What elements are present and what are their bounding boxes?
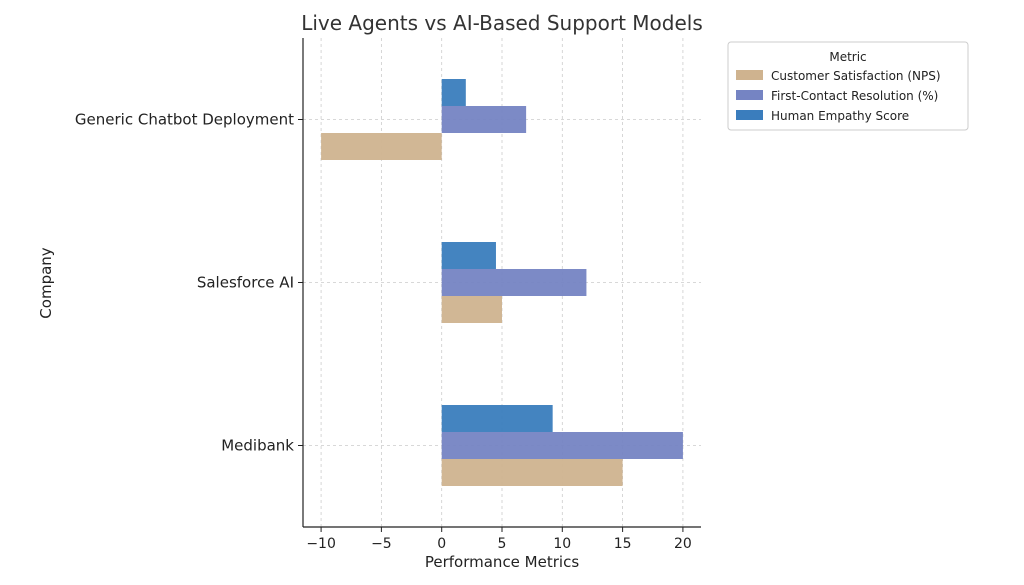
y-tick-label: Medibank: [221, 437, 294, 455]
legend-swatch: [736, 110, 763, 120]
legend-label: First-Contact Resolution (%): [771, 89, 938, 103]
bars: [321, 79, 683, 486]
x-tick-label: 0: [437, 536, 446, 552]
bar-customer-satisfaction-nps--salesforce-ai: [441, 296, 502, 323]
y-tick-label: Generic Chatbot Deployment: [75, 111, 294, 129]
bar-human-empathy-score-generic-chatbot-deployment: [441, 79, 466, 106]
legend-title: Metric: [829, 50, 866, 64]
legend-label: Human Empathy Score: [771, 109, 909, 123]
axes: −10 −5 0 5 10 15 20 Medibank Salesforce AI Generi…: [75, 38, 701, 552]
x-tick-label: 15: [614, 536, 632, 552]
legend-swatch: [736, 90, 763, 100]
chart-title: Live Agents vs AI-Based Support Models: [301, 11, 703, 35]
bar-human-empathy-score-medibank: [441, 405, 553, 432]
bar-human-empathy-score-salesforce-ai: [441, 242, 496, 269]
y-tick-label: Salesforce AI: [197, 274, 294, 292]
bar-first-contact-resolution--medibank: [441, 432, 683, 459]
legend-swatch: [736, 70, 763, 80]
legend: Metric Customer Satisfaction (NPS) First-…: [727, 41, 969, 131]
x-tick-label: −10: [306, 536, 336, 552]
bar-first-contact-resolution--generic-chatbot-deployment: [441, 106, 527, 133]
x-tick-label: 5: [498, 536, 507, 552]
bar-customer-satisfaction-nps--generic-chatbot-deployment: [321, 133, 442, 160]
bar-customer-satisfaction-nps--medibank: [441, 459, 623, 486]
legend-label: Customer Satisfaction (NPS): [771, 69, 941, 83]
y-axis-label: Company: [37, 247, 55, 318]
bar-first-contact-resolution--salesforce-ai: [441, 269, 587, 296]
x-tick-label: 10: [553, 536, 571, 552]
legend-box: [727, 41, 969, 131]
x-tick-label: −5: [371, 536, 392, 552]
x-axis-label: Performance Metrics: [425, 553, 579, 571]
x-tick-label: 20: [674, 536, 692, 552]
